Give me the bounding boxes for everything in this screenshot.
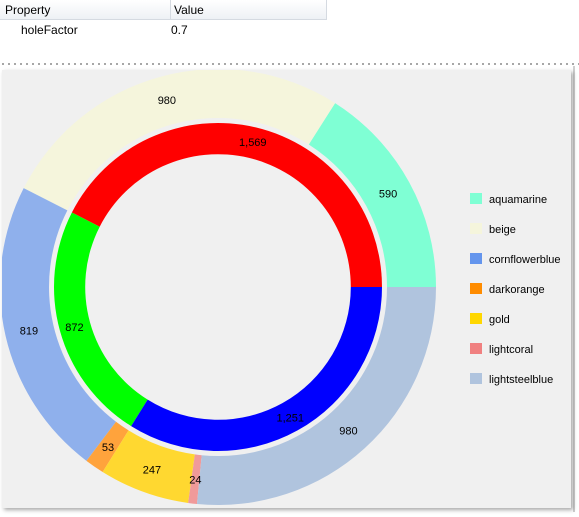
- inner-ring: [53, 123, 382, 451]
- donut-chart: 590 980 819 53 247 24 980 1,569 872 1,251 aquamar…: [0, 69, 561, 505]
- legend-label: lightcoral: [489, 344, 533, 356]
- inner-slice-1[interactable]: [53, 212, 148, 427]
- outer-slice-label: 247: [143, 464, 161, 476]
- legend-label: gold: [489, 314, 510, 326]
- inner-slice-label: 1,251: [276, 412, 304, 424]
- slice-labels: 590 980 819 53 247 24 980 1,569 872 1,251: [20, 95, 397, 487]
- outer-slice-0[interactable]: [308, 103, 436, 287]
- property-value-cell[interactable]: 0.7: [171, 23, 188, 37]
- outer-slice-label: 819: [20, 326, 38, 338]
- legend-swatch: [470, 193, 482, 204]
- column-separator[interactable]: [170, 0, 171, 19]
- legend-swatch: [470, 283, 482, 294]
- outer-slice-label: 590: [379, 189, 397, 201]
- property-grid: Property Value holeFactor 0.7: [0, 0, 328, 40]
- inner-slice-2[interactable]: [131, 287, 382, 451]
- outer-slice-label: 980: [158, 95, 176, 107]
- property-column-header[interactable]: Property: [5, 3, 51, 17]
- outer-slice-3[interactable]: [86, 421, 129, 472]
- property-name-cell: holeFactor: [21, 23, 78, 37]
- outer-slice-6[interactable]: [196, 287, 436, 505]
- legend-swatch: [470, 313, 482, 324]
- chart-panel: 590 980 819 53 247 24 980 1,569 872 1,251 aquamar…: [0, 69, 571, 508]
- outer-slice-1[interactable]: [23, 69, 336, 211]
- outer-slice-5[interactable]: [188, 454, 202, 504]
- outer-slice-label: 24: [189, 475, 201, 487]
- inner-slice-label: 872: [65, 322, 83, 334]
- legend-label: lightsteelblue: [489, 374, 553, 386]
- outer-slice-label: 53: [102, 442, 114, 454]
- property-grid-header: Property Value: [0, 0, 327, 20]
- legend-swatch: [470, 253, 482, 264]
- outer-ring: [0, 69, 436, 505]
- chart-legend: aquamarine beige cornflowerblue darkorange g…: [470, 193, 561, 386]
- outer-slice-4[interactable]: [102, 430, 195, 503]
- legend-label: darkorange: [489, 284, 545, 296]
- inner-slice-label: 1,569: [239, 137, 267, 149]
- outer-slice-2[interactable]: [0, 188, 117, 461]
- inner-slice-0[interactable]: [71, 123, 382, 287]
- property-row-holefactor[interactable]: holeFactor 0.7: [0, 20, 326, 40]
- outer-slice-label: 980: [339, 426, 357, 438]
- panel-splitter[interactable]: [0, 63, 579, 65]
- legend-swatch: [470, 223, 482, 234]
- legend-swatch: [470, 373, 482, 384]
- legend-label: aquamarine: [489, 194, 547, 206]
- legend-label: cornflowerblue: [489, 254, 561, 266]
- panel-border: [573, 66, 575, 512]
- legend-label: beige: [489, 224, 516, 236]
- value-column-header[interactable]: Value: [174, 3, 204, 17]
- legend-swatch: [470, 343, 482, 354]
